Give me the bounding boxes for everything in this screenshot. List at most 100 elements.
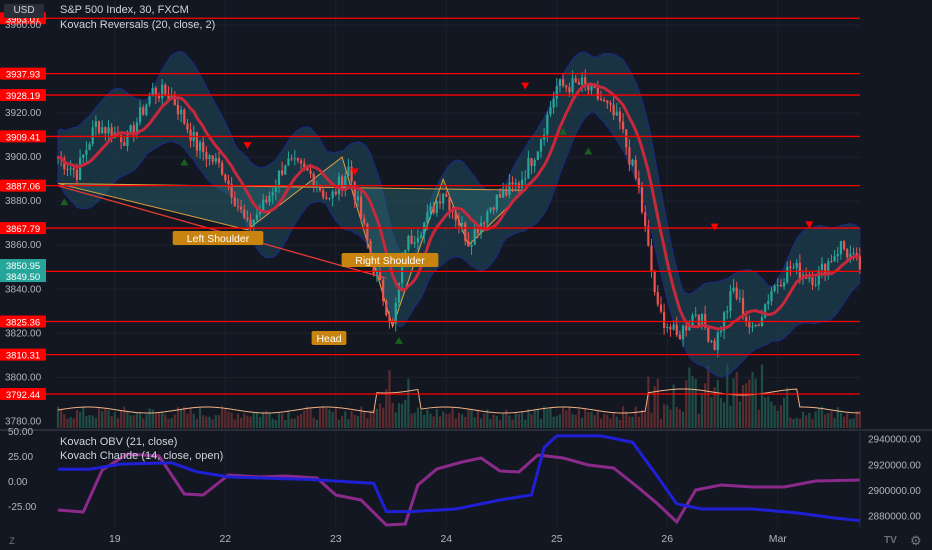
candle-body	[413, 242, 416, 244]
volume-bar	[653, 386, 656, 428]
volume-bar	[710, 397, 713, 428]
candle-body	[246, 217, 249, 220]
candle-body	[274, 186, 277, 193]
candle-body	[596, 87, 599, 99]
buy-signal-icon	[584, 147, 593, 155]
annotation-head: Head	[311, 331, 347, 345]
candle-body	[637, 178, 640, 188]
volume-bar	[246, 415, 249, 428]
volume-bar	[56, 406, 60, 428]
candle-body	[375, 271, 378, 274]
last-price-bg	[0, 270, 46, 283]
candle-body	[233, 197, 236, 206]
candle-body	[151, 88, 154, 97]
volume-bar	[78, 411, 82, 428]
horizontal-levels[interactable]: 3963.07 3937.93 3928.19 3909.41 3887.06 3867.…	[0, 12, 860, 401]
volume-bar	[293, 418, 296, 428]
candle-body	[299, 160, 303, 164]
candle-body	[66, 169, 69, 171]
candle-body	[719, 330, 723, 333]
currency-label[interactable]: USD	[4, 4, 44, 18]
price-axes[interactable]: 3780.00 3800.00 3820.00 3840.00 3860.00 3880.…	[5, 20, 921, 527]
candlestick-series	[56, 69, 861, 358]
volume-bar	[116, 418, 120, 428]
candle-body	[438, 201, 442, 204]
volume-bar	[855, 411, 858, 428]
volume-bar	[410, 413, 413, 428]
sell-signal-icon	[243, 142, 252, 150]
chande-tick-label: -25.00	[8, 502, 37, 513]
volume-bar	[315, 419, 318, 428]
candle-body	[460, 223, 464, 226]
candle-body	[574, 78, 577, 83]
volume-bar	[382, 407, 385, 428]
candle-body	[745, 316, 748, 322]
candle-body	[325, 197, 328, 199]
candle-body	[846, 249, 849, 258]
price-tick-label: 3860.00	[5, 240, 42, 251]
volume-bar	[296, 415, 300, 428]
candle-body	[416, 237, 419, 243]
level-label-bg	[0, 67, 46, 80]
volume-bar	[407, 378, 410, 428]
price-tick-label: 3820.00	[5, 328, 42, 339]
candle-body	[508, 182, 511, 196]
volume-bar	[306, 406, 309, 428]
candle-body	[382, 280, 385, 302]
gear-icon[interactable]: ⚙	[910, 533, 922, 548]
level-label: 3928.19	[0, 89, 46, 102]
volume-bar	[104, 408, 107, 428]
volume-bar	[299, 413, 303, 428]
volume-bar	[606, 414, 609, 428]
candle-body	[691, 315, 694, 326]
time-tick-label: 19	[109, 533, 121, 545]
volume-bar	[113, 411, 116, 428]
z-icon[interactable]: Z	[9, 536, 15, 546]
chande-tick-label: 50.00	[8, 427, 33, 438]
candle-body	[161, 84, 164, 99]
annotation-text: Head	[316, 333, 341, 345]
candle-body	[239, 206, 243, 210]
volume-bar	[126, 411, 129, 428]
candle-body	[836, 254, 839, 257]
volume-bar	[142, 418, 145, 428]
candle-body	[217, 158, 221, 163]
volume-bar	[555, 415, 558, 428]
volume-bar	[101, 411, 104, 428]
volume-bar	[741, 385, 745, 428]
volume-bar	[805, 415, 808, 428]
candle-body	[473, 228, 476, 245]
volume-bar	[767, 396, 770, 428]
volume-bar	[426, 409, 429, 428]
candle-body	[527, 158, 530, 179]
candle-body	[359, 196, 363, 219]
volume-bar	[659, 419, 663, 428]
volume-bar	[511, 419, 514, 428]
volume-bar	[593, 415, 596, 428]
level-label-text: 3825.36	[6, 318, 40, 329]
candle-body	[782, 282, 786, 287]
time-axis[interactable]: 19 22 23 24 25 26 Mar	[109, 533, 787, 545]
volume-bar	[495, 416, 498, 428]
candle-body	[388, 315, 391, 323]
candle-body	[811, 277, 814, 286]
candle-body	[214, 158, 217, 162]
candle-body	[205, 152, 208, 160]
candle-body	[407, 235, 410, 250]
volume-bar	[265, 410, 268, 428]
sell-signal-icon	[805, 221, 814, 229]
candle-body	[634, 159, 637, 179]
volume-bar	[707, 365, 710, 428]
candle-body	[713, 340, 716, 350]
candle-body	[748, 321, 751, 328]
candle-body	[858, 255, 861, 270]
candle-body	[110, 127, 113, 138]
volume-bar	[543, 406, 546, 428]
candle-body	[63, 158, 66, 170]
level-label-bg	[0, 222, 46, 235]
volume-bar	[590, 411, 593, 428]
level-label: 3909.41	[0, 130, 46, 143]
candle-body	[296, 158, 300, 161]
candle-body	[751, 326, 754, 328]
